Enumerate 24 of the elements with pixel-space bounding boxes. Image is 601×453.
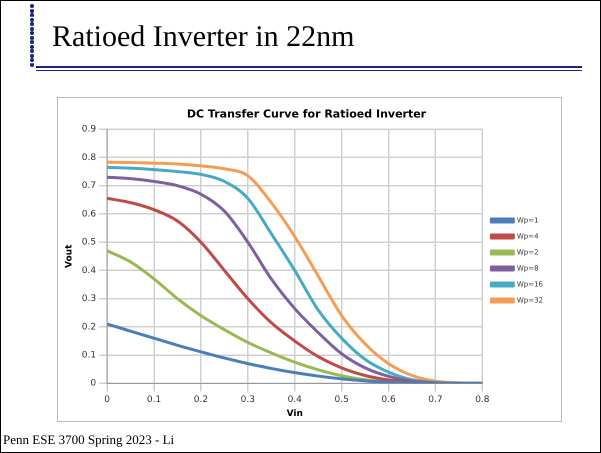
y-tick-label: 0.2 [82,322,96,332]
y-tick-label: 0 [90,378,96,389]
y-tick-label: 0.4 [82,266,96,276]
x-tick-label: 0.5 [334,395,349,406]
x-tick-label: 0 [104,395,110,406]
chart-subtitle: DC Transfer Curve for Ratioed Inverter [186,107,427,120]
y-tick-label: 0.6 [82,209,96,220]
x-tick-label: 0.7 [428,395,443,406]
x-tick-label: 0.8 [475,395,490,406]
y-tick-label: 0.8 [82,152,96,163]
x-tick-label: 0.3 [240,395,255,406]
y-tick-label: 0.3 [82,294,96,304]
x-tick-label: 0.6 [381,395,396,406]
x-tick-label: 0.4 [288,395,302,406]
y-axis-title: Vout [64,244,75,268]
y-tick-label: 0.7 [82,181,96,192]
x-tick-label: 0.1 [146,395,162,406]
y-tick-label: 0.5 [82,238,96,248]
text: Penn ESE 3700 Spring 2023 - Li [3,432,174,448]
y-tick-label: 0.9 [82,124,96,135]
x-tick-label: 0.2 [194,395,208,406]
y-tick-label: 0.1 [82,350,96,360]
chart-title: Ratioed Inverter in 22nm [52,20,354,54]
x-axis-title: Vin [286,408,303,419]
